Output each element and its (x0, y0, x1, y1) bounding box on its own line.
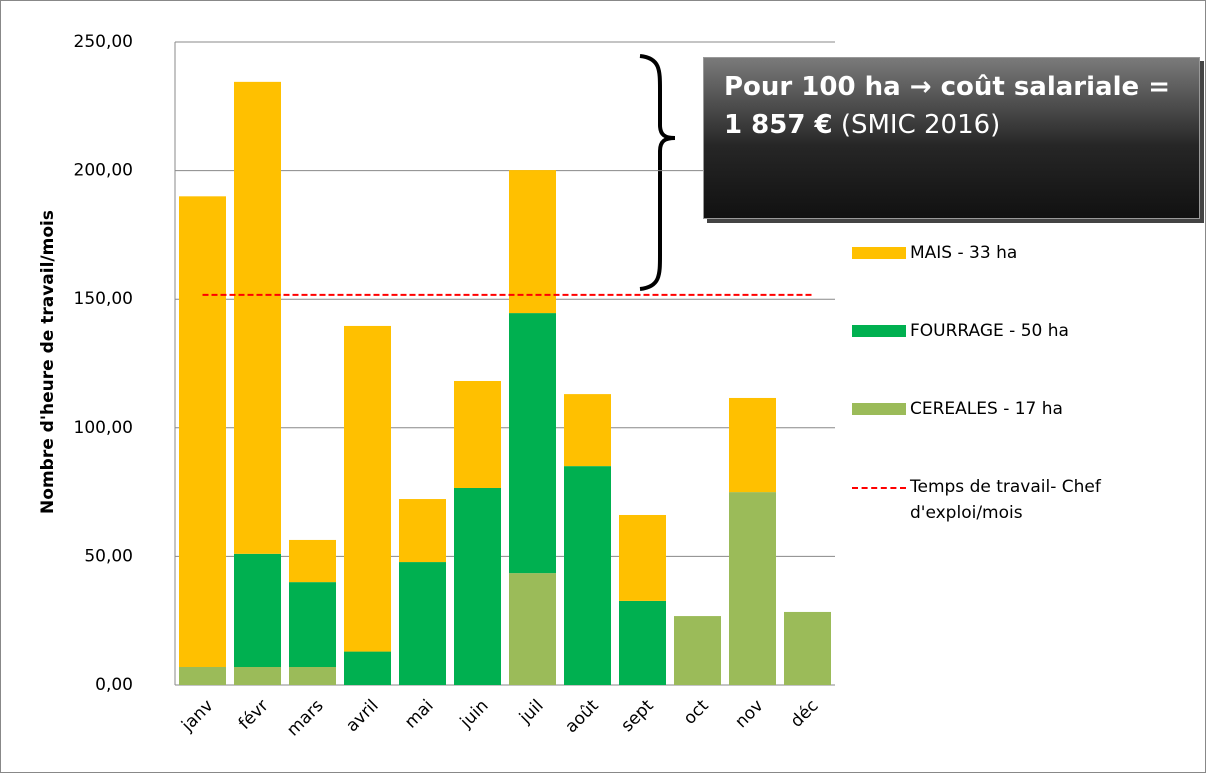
x-tick-label: févr (235, 696, 273, 734)
x-tick-label: déc (787, 696, 823, 732)
x-tick-label: mars (283, 696, 328, 741)
bar (454, 380, 501, 488)
legend-swatch (852, 487, 906, 489)
y-tick-label: 100,00 (74, 418, 133, 438)
bar (564, 466, 611, 685)
y-tick-label: 200,00 (74, 161, 133, 181)
bar (234, 81, 281, 554)
bar (784, 611, 831, 685)
annotation-box: Pour 100 ha → coût salariale = 1 857 € (… (703, 57, 1200, 219)
x-tick-label: avril (342, 696, 382, 736)
bar (289, 666, 336, 685)
legend-label: MAIS - 33 ha (910, 243, 1018, 263)
legend-label: Temps de travail- Chef d'exploi/mois (910, 477, 1101, 523)
bar (179, 666, 226, 685)
x-tick-label: juin (456, 696, 493, 733)
bar (619, 600, 666, 685)
bar (619, 514, 666, 601)
bar (399, 562, 446, 685)
x-tick-label: mai (401, 696, 438, 733)
brace (639, 54, 676, 291)
legend: MAIS - 33 ha FOURRAGE - 50 ha CEREALES - 1… (852, 240, 1192, 578)
legend-label: FOURRAGE - 50 ha (910, 321, 1069, 341)
y-tick-label: 50,00 (84, 546, 133, 566)
bar (234, 553, 281, 667)
x-tick-label: nov (731, 696, 767, 732)
bar (454, 487, 501, 685)
y-tick-label: 0,00 (95, 675, 133, 695)
bar (564, 394, 611, 467)
x-tick-label: sept (617, 696, 657, 736)
legend-swatch (852, 325, 906, 337)
y-tick-label: 150,00 (74, 289, 133, 309)
legend-swatch (852, 247, 906, 259)
y-axis-label: Nombre d'heure de travail/mois (38, 210, 58, 514)
bar (179, 196, 226, 667)
bar (344, 651, 391, 685)
legend-item: FOURRAGE - 50 ha (852, 318, 1192, 344)
bar (509, 170, 556, 314)
bar (674, 616, 721, 685)
bar (399, 499, 446, 563)
legend-swatch (852, 403, 906, 415)
annotation-bold: Pour 100 ha → coût salariale = 1 857 € (724, 72, 1170, 140)
x-tick-label: août (561, 696, 602, 737)
bar (344, 325, 391, 652)
legend-item: CEREALES - 17 ha (852, 396, 1192, 422)
legend-item: MAIS - 33 ha (852, 240, 1192, 266)
bar (509, 313, 556, 574)
x-tick-label: janv (177, 696, 217, 736)
bar (289, 539, 336, 583)
bar (509, 573, 556, 685)
y-tick-label: 250,00 (74, 32, 133, 52)
annotation-text: (SMIC 2016) (840, 110, 1001, 140)
bar (234, 666, 281, 685)
bar (729, 397, 776, 493)
legend-item: Temps de travail- Chef d'exploi/mois (852, 474, 1192, 526)
x-tick-label: oct (680, 696, 713, 729)
legend-label: CEREALES - 17 ha (910, 399, 1063, 419)
x-tick-label: juil (515, 696, 547, 728)
bar (289, 582, 336, 667)
bar (729, 492, 776, 685)
